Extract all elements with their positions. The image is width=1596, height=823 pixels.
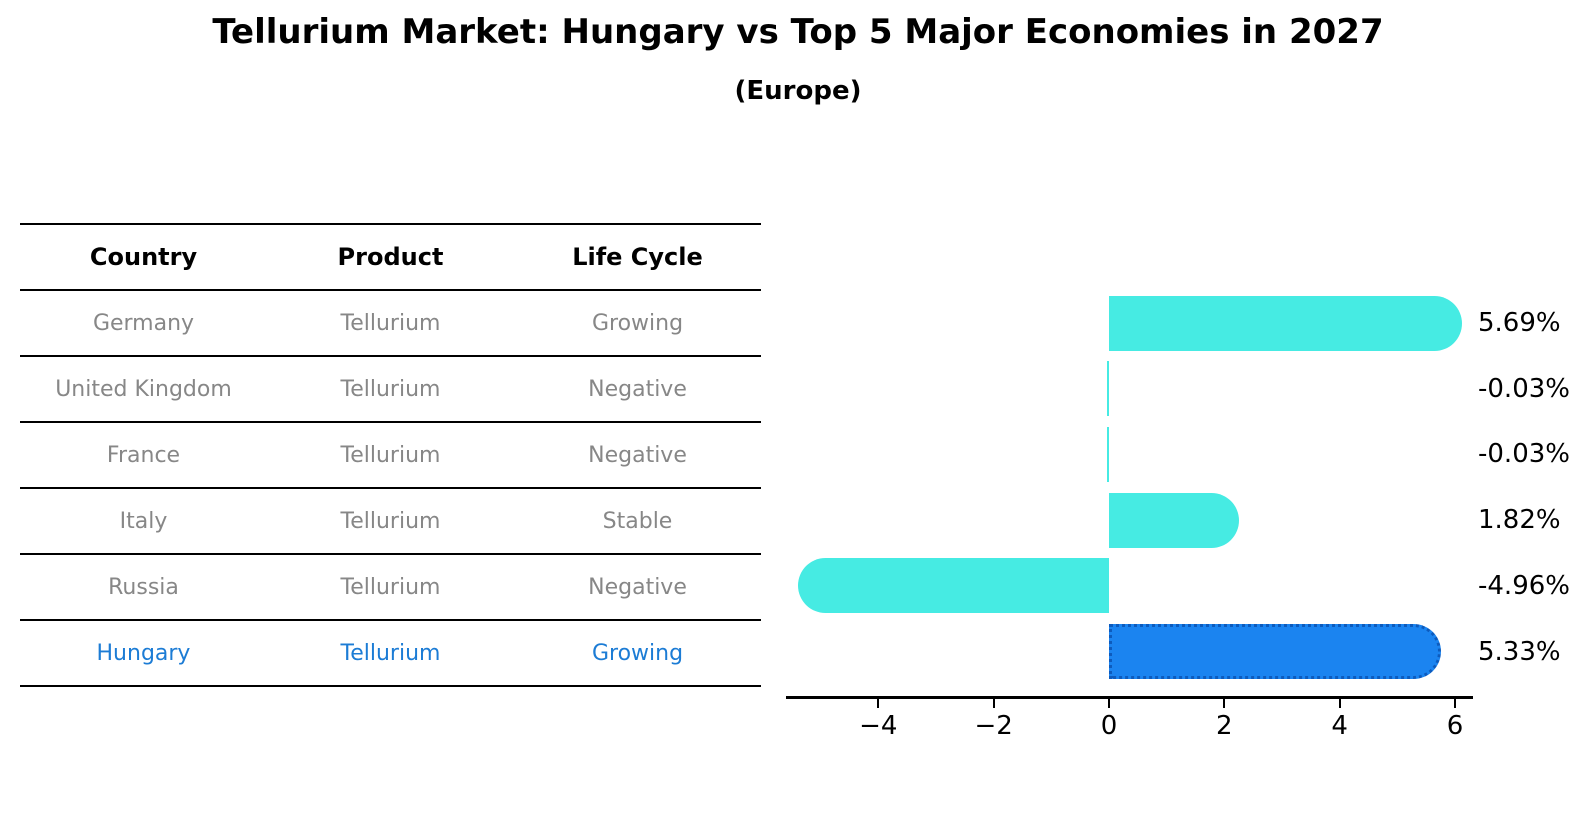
chart-subtitle: (Europe) — [734, 76, 862, 106]
table-cell-life_cycle: Negative — [588, 376, 687, 402]
table-row: Germany Tellurium Growing — [20, 291, 761, 357]
table-cell-product: Tellurium — [340, 442, 441, 468]
table-cell-life_cycle: Growing — [591, 310, 684, 336]
bar-value-label: 5.69% — [1478, 308, 1561, 338]
table-cell-country: France — [106, 442, 181, 468]
bar-russia — [797, 558, 1109, 614]
table-row: Italy Tellurium Stable — [20, 489, 761, 555]
table-cell-product: Tellurium — [340, 574, 441, 600]
table-cell-life_cycle: Stable — [602, 508, 673, 534]
x-tick-label: 2 — [1216, 711, 1233, 741]
bar-value-label: -0.03% — [1478, 373, 1570, 404]
x-tick-label: −4 — [859, 711, 898, 741]
table-row: Hungary Tellurium Growing — [20, 621, 761, 687]
x-tick — [1108, 699, 1110, 708]
bar-value-label: 5.33% — [1478, 636, 1561, 667]
table-cell-product: Tellurium — [340, 508, 441, 534]
table-cell-country: Germany — [92, 310, 195, 336]
bar-value-label: -4.96% — [1478, 570, 1570, 601]
table-body: Germany Tellurium Growing United Kingdom Tel… — [20, 291, 761, 687]
table-row: United Kingdom Tellurium Negative — [20, 357, 761, 423]
x-axis-line — [786, 696, 1473, 699]
table-cell-product: Tellurium — [340, 376, 441, 402]
bar-value-label: -0.03% — [1478, 439, 1570, 470]
x-tick-label: 0 — [1100, 711, 1118, 741]
table-row: Russia Tellurium Negative — [20, 555, 761, 621]
bar-plot: −4 −2 0 2 4 6 — [786, 224, 1473, 741]
table-header-lifecycle: Life Cycle — [572, 243, 703, 271]
table-header-row: Country Product Life Cycle — [20, 225, 761, 291]
bar-italy — [1109, 492, 1239, 548]
x-tick — [1454, 699, 1457, 708]
table-cell-country: Italy — [119, 508, 168, 534]
x-tick — [877, 699, 880, 708]
table-cell-life_cycle: Negative — [588, 574, 687, 600]
table-header-product: Product — [337, 243, 444, 271]
bar-germany — [1109, 295, 1463, 351]
x-tick-label: −2 — [974, 711, 1013, 741]
table-cell-country: Russia — [108, 574, 179, 600]
table-header-country: Country — [89, 243, 198, 271]
table-cell-product: Tellurium — [340, 640, 441, 666]
x-tick — [1223, 699, 1226, 708]
bar-united-kingdom — [1106, 361, 1109, 417]
x-tick — [992, 699, 995, 708]
x-tick-label: 6 — [1446, 711, 1464, 741]
table-cell-country: Hungary — [96, 640, 191, 666]
bar-france — [1106, 426, 1109, 482]
table-cell-product: Tellurium — [340, 310, 441, 336]
table-row: France Tellurium Negative — [20, 423, 761, 489]
table-cell-life_cycle: Negative — [588, 442, 687, 468]
bar-value-label: 1.82% — [1478, 505, 1561, 536]
chart-title: Tellurium Market: Hungary vs Top 5 Major… — [212, 12, 1384, 52]
x-tick — [1338, 699, 1341, 708]
bar-hungary — [1109, 624, 1442, 679]
table-cell-country: United Kingdom — [55, 376, 232, 402]
data-table: Country Product Life Cycle Germany Tellur… — [20, 223, 761, 687]
table-cell-life_cycle: Growing — [591, 640, 684, 666]
x-tick-label: 4 — [1331, 711, 1348, 741]
